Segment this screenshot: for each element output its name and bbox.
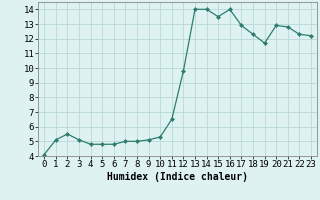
X-axis label: Humidex (Indice chaleur): Humidex (Indice chaleur): [107, 172, 248, 182]
